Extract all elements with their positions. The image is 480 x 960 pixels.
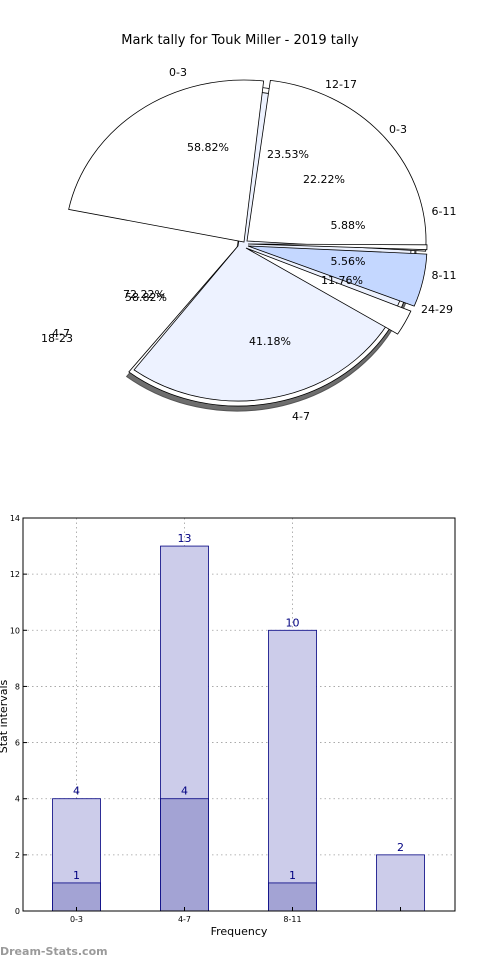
pie-pct-22-22: 22.22% xyxy=(303,173,345,186)
pie-label-18-23: 18-23 xyxy=(41,332,73,345)
bar-series-0-3 xyxy=(376,854,425,912)
pie-wedge-6-11 xyxy=(247,243,428,251)
pie-label-4-7-left: 4-7 xyxy=(52,327,70,340)
pie-label-6-11: 6-11 xyxy=(432,205,457,218)
pie-label-8-11: 8-11 xyxy=(432,269,457,282)
bar-value-label: 1 xyxy=(289,869,296,882)
pie-pct-58-82: 58.82% xyxy=(125,291,167,304)
pie-label-24-29: 24-29 xyxy=(421,303,453,316)
pie-wedge-12-17 xyxy=(246,79,427,252)
bar-xtick-label: 4-7 xyxy=(178,915,191,924)
bar-ytick-label: 10 xyxy=(10,626,20,635)
bar-ytick-label: 4 xyxy=(15,795,20,804)
bar-value-label: 10 xyxy=(286,616,300,629)
bar-value-label: 1 xyxy=(73,869,80,882)
bar-series-1-1 xyxy=(160,798,209,912)
pie-label-0-3-right: 0-3 xyxy=(389,123,407,136)
pie-pct-41-18: 41.18% xyxy=(249,335,291,348)
pie-pct-23-53: 23.53% xyxy=(267,148,309,161)
pie-pct-5-88: 5.88% xyxy=(331,219,366,232)
pie-label-12-17: 12-17 xyxy=(325,78,357,91)
bar-ytick-label: 8 xyxy=(15,682,20,691)
pie-pct-72-22: 72.22% xyxy=(123,288,165,301)
bar-xtick-label: 8-11 xyxy=(283,915,301,924)
pie-chart: 0-312-170-36-118-1124-294-74-718-2358.82… xyxy=(41,66,456,423)
bar-series-1-2 xyxy=(268,882,317,912)
pie-label-0-3-top: 0-3 xyxy=(169,66,187,79)
bar-ytick-label: 14 xyxy=(10,514,20,523)
pie-label-4-7-bottom: 4-7 xyxy=(292,410,310,423)
bar-y-axis-label: Stat intervals xyxy=(0,679,10,753)
pie-pct-11-76: 11.76% xyxy=(321,274,363,287)
bar-ytick-label: 12 xyxy=(10,570,20,579)
pie-wedge-24-29 xyxy=(245,247,412,335)
bar-x-axis-label: Frequency xyxy=(211,925,268,938)
pie-pct-58-82-top: 58.82% xyxy=(187,141,229,154)
bar-plot-frame xyxy=(22,517,456,912)
bar-value-label: 4 xyxy=(181,785,188,798)
bar-series-1-0 xyxy=(52,882,101,912)
bar-value-label: 13 xyxy=(178,532,192,545)
bar-ytick-label: 0 xyxy=(15,907,20,916)
bar-value-label: 2 xyxy=(397,841,404,854)
pie-wedge-8-11 xyxy=(247,245,428,307)
pie-wedge-0-3 xyxy=(68,79,265,243)
bar-value-label: 4 xyxy=(73,785,80,798)
bar-xtick-label: 0-3 xyxy=(70,915,83,924)
bar-series-0-2 xyxy=(268,629,317,912)
bar-ytick-label: 6 xyxy=(15,739,20,748)
watermark: Dream-Stats.com xyxy=(0,945,108,958)
pie-chart-title: Mark tally for Touk Miller - 2019 tally xyxy=(121,33,359,48)
bar-ytick-label: 2 xyxy=(15,851,20,860)
pie-pct-5-56: 5.56% xyxy=(331,255,366,268)
